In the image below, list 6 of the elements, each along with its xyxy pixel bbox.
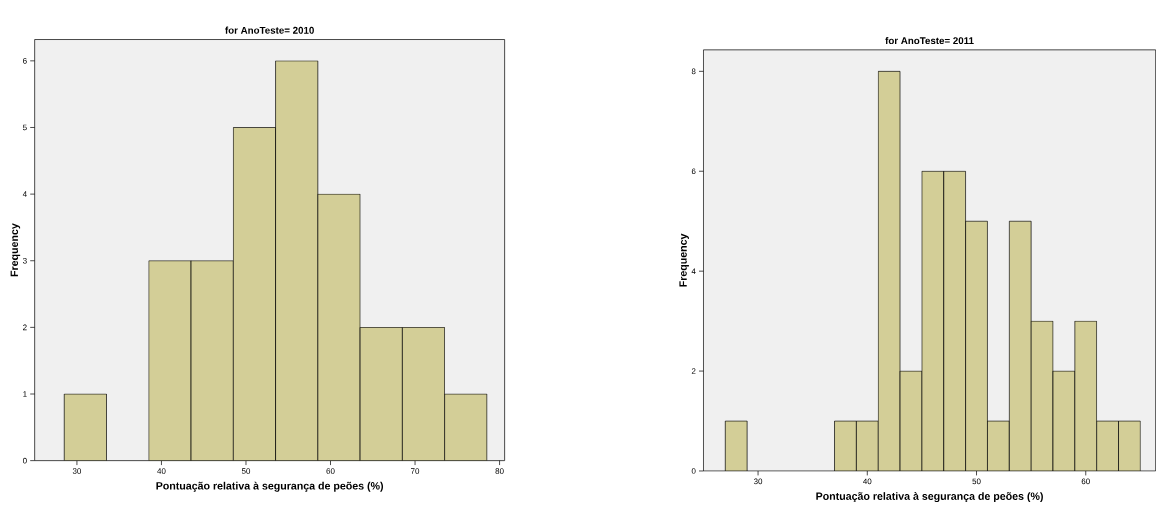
x-axis-title: Pontuação relativa à segurança de peões (%) [816, 492, 1043, 503]
chart-title: for AnoTeste= 2010 [225, 26, 314, 34]
x-axis-title: Pontuação relativa à segurança de peões (%) [156, 481, 384, 492]
y-axis-title: Frequency [679, 233, 689, 287]
y-axis-title: Frequency [10, 223, 21, 277]
chart-title: for AnoTeste= 2011 [885, 36, 974, 45]
